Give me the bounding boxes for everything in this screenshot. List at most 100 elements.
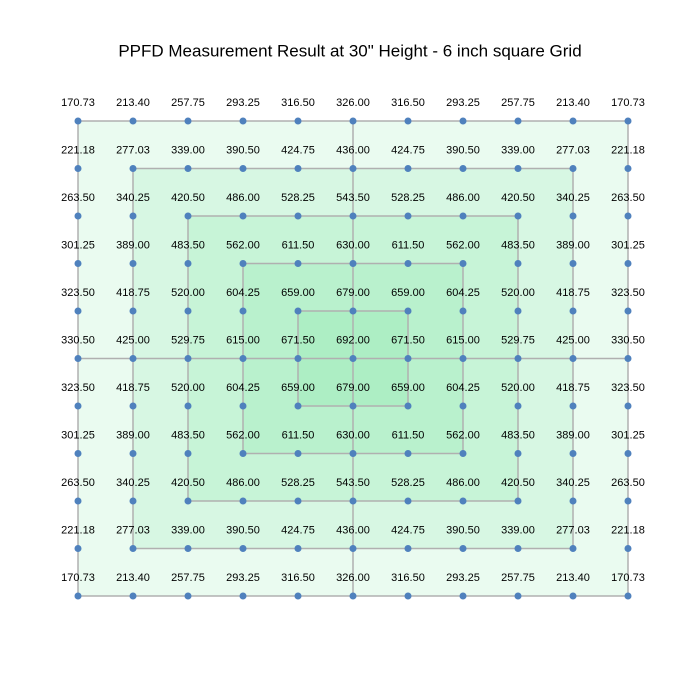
value-label: 263.50 bbox=[611, 477, 645, 489]
point bbox=[239, 402, 247, 410]
point bbox=[129, 307, 137, 315]
value-label: 221.18 bbox=[611, 524, 645, 536]
point bbox=[349, 165, 357, 172]
value-label: 390.50 bbox=[446, 524, 480, 536]
value-label: 528.25 bbox=[391, 477, 425, 489]
point bbox=[569, 307, 577, 315]
point bbox=[74, 355, 82, 362]
value-label: 543.50 bbox=[336, 192, 370, 204]
value-label: 424.75 bbox=[391, 144, 425, 156]
value-label: 340.25 bbox=[556, 477, 590, 489]
value-label: 630.00 bbox=[336, 429, 370, 441]
value-label: 659.00 bbox=[281, 287, 315, 299]
value-label: 483.50 bbox=[501, 239, 535, 251]
value-label: 293.25 bbox=[226, 572, 260, 584]
value-label: 679.00 bbox=[336, 287, 370, 299]
point bbox=[184, 545, 192, 552]
value-label: 420.50 bbox=[171, 192, 205, 204]
point bbox=[239, 307, 247, 315]
point bbox=[514, 307, 522, 315]
value-label: 425.00 bbox=[556, 334, 590, 346]
point bbox=[569, 592, 577, 600]
value-label: 604.25 bbox=[226, 382, 260, 394]
value-label: 330.50 bbox=[611, 334, 645, 346]
value-label: 418.75 bbox=[116, 382, 150, 394]
point bbox=[184, 497, 192, 505]
value-label: 390.50 bbox=[226, 524, 260, 536]
value-label: 520.00 bbox=[501, 382, 535, 394]
point bbox=[239, 450, 247, 457]
point bbox=[349, 450, 357, 457]
value-label: 339.00 bbox=[171, 144, 205, 156]
value-label: 562.00 bbox=[446, 429, 480, 441]
value-label: 301.25 bbox=[61, 429, 95, 441]
point bbox=[624, 165, 632, 172]
point bbox=[624, 450, 632, 457]
point bbox=[459, 117, 467, 125]
value-label: 326.00 bbox=[336, 97, 370, 109]
point bbox=[569, 355, 577, 362]
value-label: 659.00 bbox=[391, 287, 425, 299]
value-label: 604.25 bbox=[226, 287, 260, 299]
value-label: 330.50 bbox=[61, 334, 95, 346]
point bbox=[569, 260, 577, 267]
point bbox=[514, 212, 522, 220]
point bbox=[184, 165, 192, 172]
point bbox=[514, 545, 522, 552]
value-label: 340.25 bbox=[116, 192, 150, 204]
point bbox=[184, 402, 192, 410]
point bbox=[514, 117, 522, 125]
point bbox=[459, 260, 467, 267]
value-label: 520.00 bbox=[171, 287, 205, 299]
point bbox=[404, 450, 412, 457]
point bbox=[239, 260, 247, 267]
value-label: 323.50 bbox=[61, 287, 95, 299]
point bbox=[459, 212, 467, 220]
point bbox=[74, 165, 82, 172]
point bbox=[294, 307, 302, 315]
value-label: 277.03 bbox=[116, 144, 150, 156]
value-label: 213.40 bbox=[116, 97, 150, 109]
value-label: 483.50 bbox=[171, 429, 205, 441]
point bbox=[569, 212, 577, 220]
value-label: 257.75 bbox=[171, 97, 205, 109]
value-label: 389.00 bbox=[556, 429, 590, 441]
point bbox=[514, 355, 522, 362]
value-label: 170.73 bbox=[611, 572, 645, 584]
value-label: 326.00 bbox=[336, 572, 370, 584]
value-label: 611.50 bbox=[282, 239, 315, 251]
point bbox=[74, 545, 82, 552]
value-label: 420.50 bbox=[501, 192, 535, 204]
point bbox=[129, 450, 137, 457]
value-label: 486.00 bbox=[226, 477, 260, 489]
point bbox=[239, 592, 247, 600]
point bbox=[459, 165, 467, 172]
value-label: 277.03 bbox=[556, 144, 590, 156]
point bbox=[624, 402, 632, 410]
point bbox=[74, 402, 82, 410]
point bbox=[514, 260, 522, 267]
value-label: 263.50 bbox=[61, 477, 95, 489]
point bbox=[349, 545, 357, 552]
value-label: 528.25 bbox=[281, 477, 315, 489]
value-label: 424.75 bbox=[281, 144, 315, 156]
point bbox=[184, 307, 192, 315]
point bbox=[349, 497, 357, 505]
point bbox=[294, 117, 302, 125]
value-label: 213.40 bbox=[116, 572, 150, 584]
value-label: 316.50 bbox=[391, 97, 425, 109]
value-label: 263.50 bbox=[611, 192, 645, 204]
point bbox=[514, 592, 522, 600]
value-label: 543.50 bbox=[336, 477, 370, 489]
point bbox=[624, 260, 632, 267]
point bbox=[569, 450, 577, 457]
point bbox=[184, 592, 192, 600]
point bbox=[514, 402, 522, 410]
value-label: 611.50 bbox=[282, 429, 315, 441]
value-label: 418.75 bbox=[116, 287, 150, 299]
value-label: 486.00 bbox=[446, 477, 480, 489]
value-label: 221.18 bbox=[611, 144, 645, 156]
point bbox=[459, 450, 467, 457]
value-label: 604.25 bbox=[446, 382, 480, 394]
